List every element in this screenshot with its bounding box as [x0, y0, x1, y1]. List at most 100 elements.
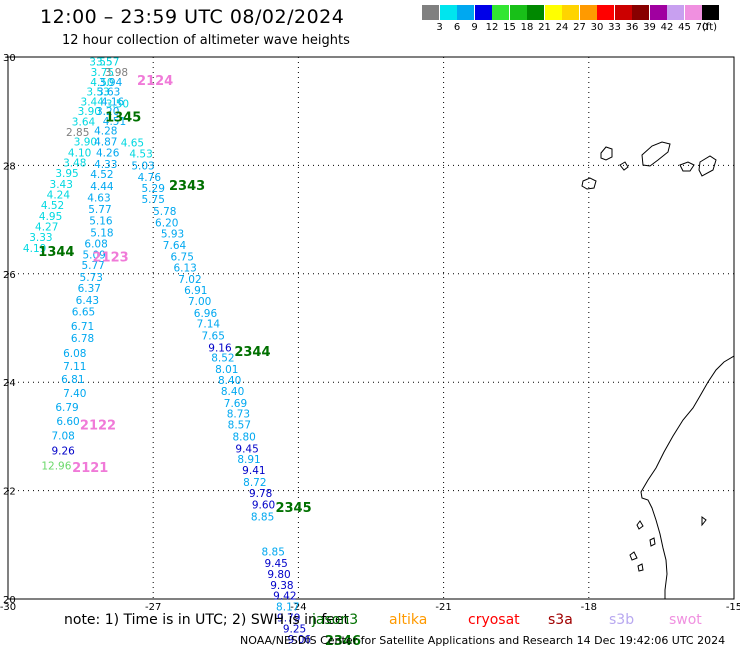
- wave-height-point: 9.45: [235, 443, 258, 455]
- legend-swatch: [632, 5, 649, 20]
- legend-label: 24: [555, 22, 569, 33]
- legend-label: 3: [436, 22, 443, 33]
- altimeter-track-b: 3.983.943.634.163.204.514.28 2.85 4.874.26…: [41, 67, 128, 472]
- coastline: [581, 141, 734, 599]
- legend-swatch: [474, 5, 492, 20]
- wave-height-point: 9.25: [283, 623, 306, 635]
- wave-height-point: 9.60: [252, 500, 275, 512]
- wave-height-point: 6.43: [76, 295, 99, 307]
- wave-height-point: 3.50: [106, 99, 129, 111]
- wave-height-point: 5.75: [142, 194, 165, 206]
- legend-swatch: [614, 5, 632, 20]
- wave-height-point: 3.64: [72, 116, 96, 128]
- wave-height-point: 4.33: [94, 159, 117, 171]
- wave-height-point: 5.77: [81, 260, 104, 272]
- wave-height-point: 5.93: [161, 229, 184, 241]
- wave-height-point: 7.64: [163, 240, 187, 252]
- pass-time-label: 2123: [93, 250, 129, 265]
- wave-height-point: 7.08: [51, 430, 74, 442]
- map-subtitle: 12 hour collection of altimeter wave hei…: [62, 33, 350, 48]
- wave-height-point: 6.79: [55, 402, 78, 414]
- wave-height-point: 3.55: [89, 56, 112, 68]
- wave-height-point: 7.69: [224, 398, 247, 410]
- satellite-s3a: s3a: [548, 612, 573, 628]
- wave-height-point: 3.43: [50, 179, 73, 191]
- legend-swatch: [509, 5, 527, 20]
- wave-height-point: 3.75: [91, 67, 114, 79]
- legend-swatch: [579, 5, 597, 20]
- wave-height-point: 4.53: [129, 148, 152, 160]
- legend-swatch: [527, 5, 544, 20]
- wave-height-point: 5.78: [153, 206, 176, 218]
- wave-height-point: 3.44: [81, 96, 105, 108]
- satellite-s3b: s3b: [609, 612, 635, 628]
- lon-tick-label: -21: [435, 602, 451, 613]
- wave-height-point: 4.87: [94, 137, 117, 149]
- island-outline: [641, 141, 671, 167]
- wave-height-point: 6.60: [56, 416, 79, 428]
- wave-height-point: 4.44: [90, 181, 114, 193]
- legend-label: 27: [573, 22, 586, 33]
- wave-height-point: 3.63: [97, 87, 120, 99]
- wave-height-point: 6.71: [71, 321, 94, 333]
- wave-height-point: 4.26: [96, 147, 120, 159]
- wave-height-point: 7.14: [197, 319, 221, 331]
- wave-height-point: 6.08: [84, 238, 107, 250]
- lon-tick-label: -24: [290, 602, 306, 613]
- pass-time-label: 2345: [275, 501, 311, 516]
- legend-label: 42: [660, 22, 674, 33]
- wave-height-point: 5.09: [82, 249, 105, 261]
- wave-height-point: 6.81: [61, 374, 84, 386]
- wave-height-point: 3.20: [96, 106, 119, 118]
- wave-height-point: 6.20: [155, 217, 178, 229]
- legend-swatch: [544, 5, 562, 20]
- island-outline: [636, 520, 644, 530]
- wave-height-point: 9.41: [242, 465, 265, 477]
- wave-height-point: 5.29: [142, 183, 165, 195]
- wave-height-point: 4.50: [90, 77, 113, 89]
- legend-swatch: [702, 5, 719, 20]
- lat-tick-label: 26: [3, 270, 16, 281]
- wave-height-point: 5.03: [131, 160, 154, 172]
- wave-height-point: 4.27: [35, 222, 58, 234]
- wave-height-point: 6.96: [194, 308, 218, 320]
- legend-label: 12: [485, 22, 499, 33]
- legend-swatch: [649, 5, 667, 20]
- wave-height-point: 3.33: [29, 232, 52, 244]
- island-outline: [619, 161, 629, 171]
- mainland-coast: [640, 355, 734, 599]
- wave-height-point: 7.65: [202, 331, 225, 343]
- wave-height-point: 4.51: [103, 116, 126, 128]
- wave-height-point: 9.16: [208, 343, 232, 355]
- wave-height-point: 4.95: [39, 211, 62, 223]
- satellite-altika: altika: [389, 612, 428, 628]
- wave-height-point: 4.52: [90, 169, 113, 181]
- wave-height-point: 3.95: [55, 168, 78, 180]
- legend-swatch: [422, 5, 439, 20]
- pass-time-label: 2121: [72, 461, 108, 476]
- wave-height-point: 4.76: [138, 172, 162, 184]
- legend-label: 36: [625, 22, 639, 33]
- wave-height-point: 9.26: [51, 445, 75, 457]
- wave-height-point: 8.73: [227, 409, 250, 421]
- legend-swatch: [439, 5, 457, 20]
- wave-height-point: 3.57: [96, 56, 119, 68]
- wave-height-point: 8.40: [221, 386, 244, 398]
- lat-tick-label: 24: [3, 378, 16, 389]
- note-text: note: 1) Time is in UTC; 2) SWH is in fe…: [64, 612, 350, 628]
- island-outline: [629, 551, 638, 561]
- wave-height-point: 9.45: [264, 558, 287, 570]
- legend-label: 9: [471, 22, 478, 33]
- map-frame: [7, 56, 735, 600]
- legend-label: 39: [643, 22, 656, 33]
- legend-label: 45: [678, 22, 691, 33]
- legend-unit: (ft): [702, 22, 718, 33]
- wave-height-point: 5.73: [80, 272, 103, 284]
- satellite-jason3: jason3: [312, 612, 359, 628]
- legend-label: 33: [608, 22, 621, 33]
- wave-height-point: 8.57: [228, 419, 251, 431]
- wave-height-point: 8.40: [218, 375, 241, 387]
- wave-height-point: 3.53: [86, 87, 109, 99]
- wave-height-point: 7.11: [63, 361, 86, 373]
- wave-height-point: 3.98: [105, 67, 128, 79]
